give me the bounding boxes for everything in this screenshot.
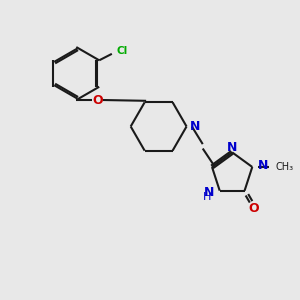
Text: N: N xyxy=(204,186,214,199)
Text: O: O xyxy=(92,94,103,106)
Text: CH₃: CH₃ xyxy=(275,162,293,172)
Text: H: H xyxy=(203,192,212,202)
Text: N: N xyxy=(258,159,268,172)
Text: N: N xyxy=(227,141,237,154)
Text: Cl: Cl xyxy=(117,46,128,56)
Text: N: N xyxy=(190,120,200,133)
Text: O: O xyxy=(248,202,259,215)
